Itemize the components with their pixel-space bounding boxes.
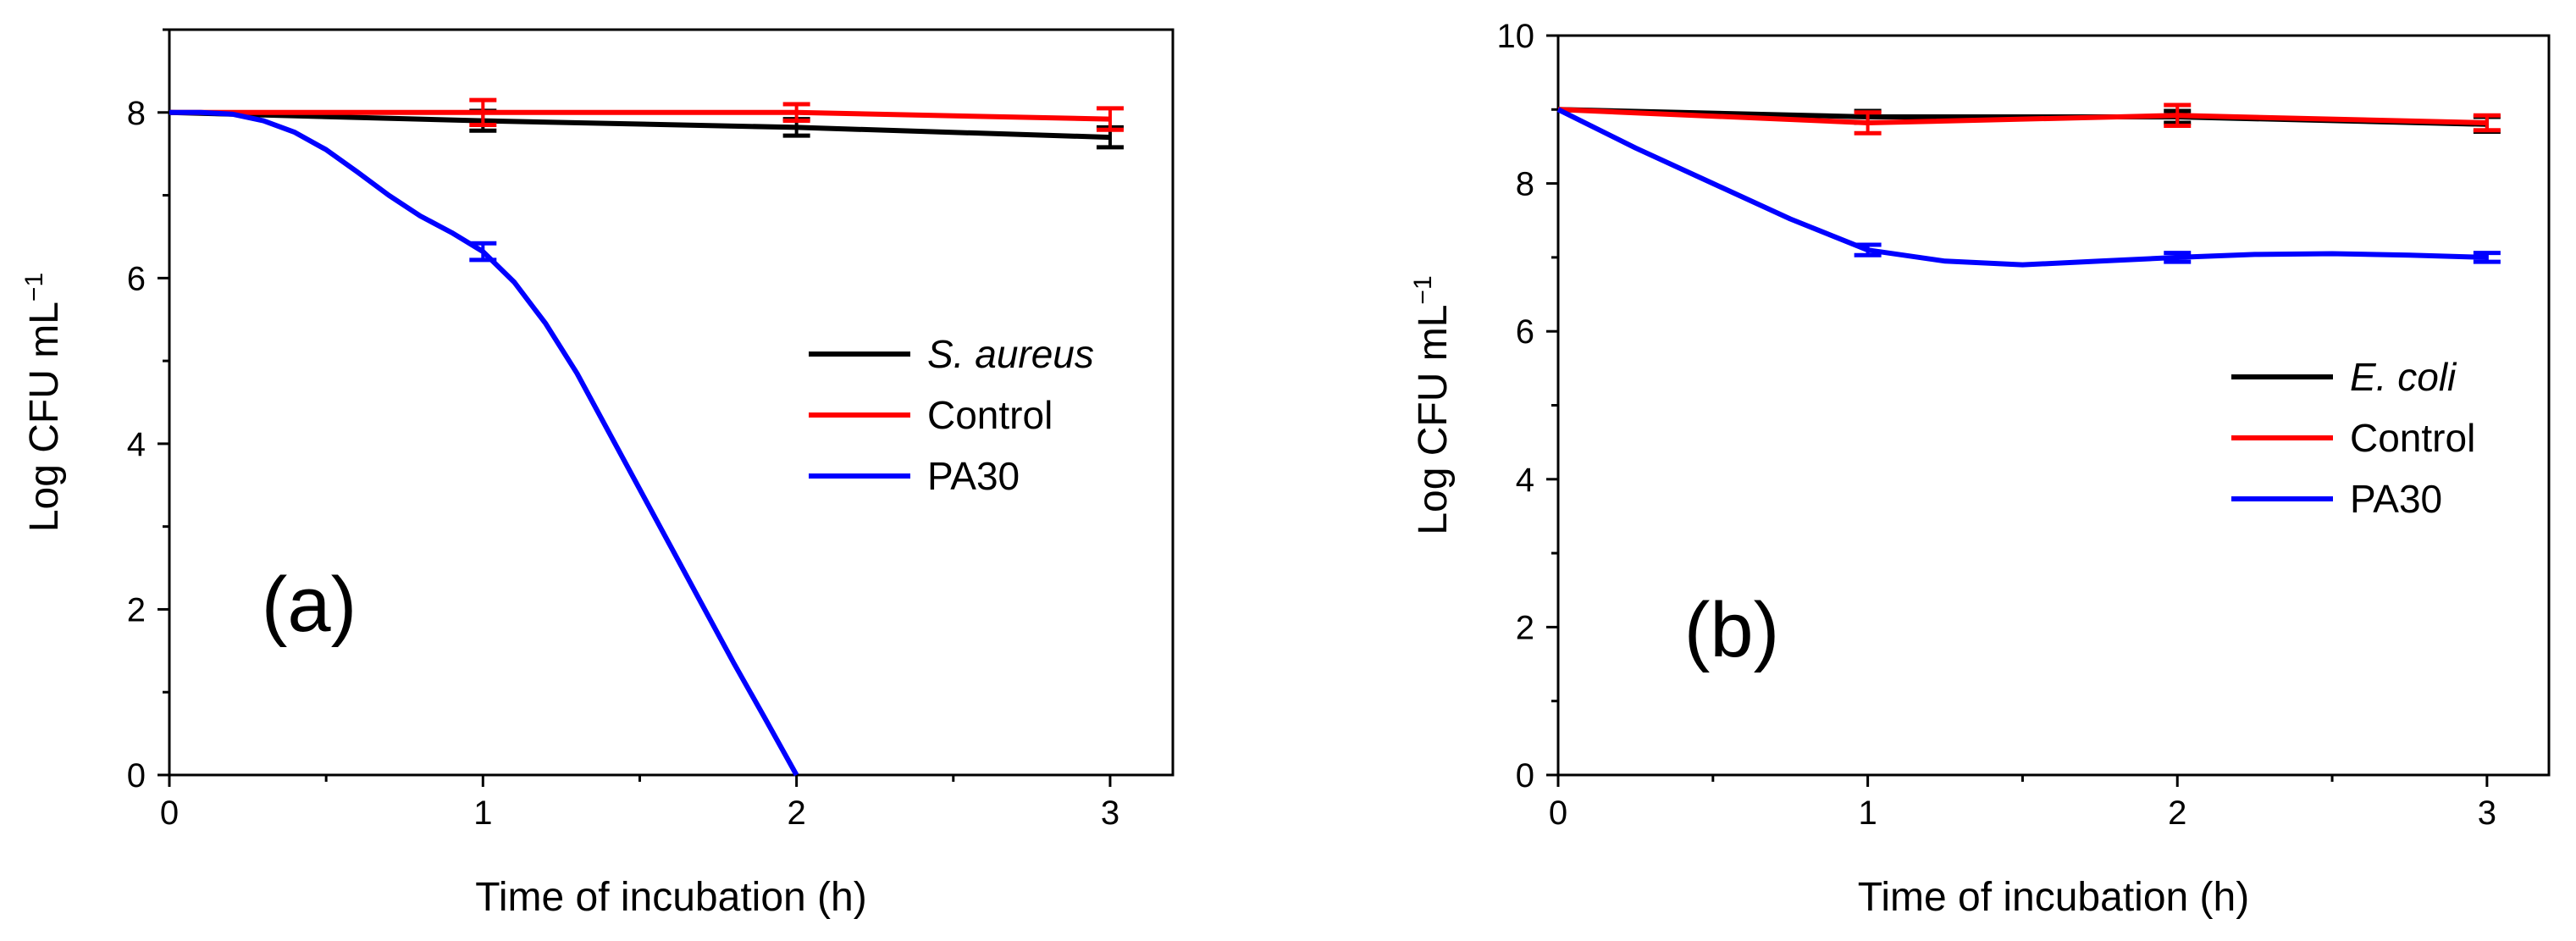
legend-label: E. coli bbox=[2350, 355, 2457, 399]
x-tick-label: 1 bbox=[1859, 794, 1877, 832]
y-axis-label-superscript: −1 bbox=[20, 273, 48, 302]
legend-label: Control bbox=[2350, 416, 2475, 460]
x-tick-label: 0 bbox=[160, 794, 179, 832]
x-tick-label: 1 bbox=[473, 794, 492, 832]
plot-frame bbox=[168, 28, 1175, 777]
y-tick-label: 8 bbox=[1516, 166, 1534, 203]
x-tick-label: 0 bbox=[1549, 794, 1567, 832]
series-line bbox=[169, 109, 1110, 141]
y-tick-label: 2 bbox=[1516, 609, 1534, 646]
legend-label: Control bbox=[927, 393, 1053, 437]
series-line bbox=[1557, 107, 2487, 125]
y-tick-label: 10 bbox=[1497, 18, 1535, 55]
y-tick-label: 4 bbox=[1516, 462, 1534, 499]
y-tick-label: 0 bbox=[1516, 757, 1534, 794]
legend-label: PA30 bbox=[927, 454, 1020, 498]
x-axis-label: Time of incubation (h) bbox=[475, 875, 866, 920]
series-line bbox=[169, 109, 799, 777]
x-tick-label: 3 bbox=[2478, 794, 2496, 832]
y-axis-label: Log CFU mL−1 bbox=[20, 273, 67, 532]
panel-b: 0 1 2 3 0 2 4 6 8 10 Time of incubation (h) Log CFU… bbox=[1409, 18, 2551, 920]
panel-label: (a) bbox=[262, 562, 357, 648]
y-tick-label: 6 bbox=[127, 260, 146, 297]
y-tick-label: 8 bbox=[127, 95, 146, 132]
y-axis-label: Log CFU mL−1 bbox=[1409, 275, 1456, 534]
panel-label: (b) bbox=[1684, 587, 1779, 673]
x-tick-label: 2 bbox=[2168, 794, 2186, 832]
panel-a: 0 1 2 3 0 2 4 6 8 Time of incubation (h) Log CFU m… bbox=[20, 28, 1175, 920]
x-tick-label: 2 bbox=[788, 794, 806, 832]
y-tick-label: 2 bbox=[127, 591, 146, 628]
legend-label: S. aureus bbox=[927, 332, 1094, 376]
legend-label: PA30 bbox=[2350, 477, 2442, 521]
x-axis-label: Time of incubation (h) bbox=[1858, 875, 2249, 920]
y-tick-label: 0 bbox=[127, 757, 146, 794]
y-axis-label-superscript: −1 bbox=[1409, 275, 1437, 304]
y-tick-label: 4 bbox=[127, 426, 146, 463]
x-tick-label: 3 bbox=[1101, 794, 1119, 832]
series-line bbox=[1556, 107, 2487, 268]
y-tick-label: 6 bbox=[1516, 313, 1534, 351]
series-line bbox=[169, 109, 1110, 122]
